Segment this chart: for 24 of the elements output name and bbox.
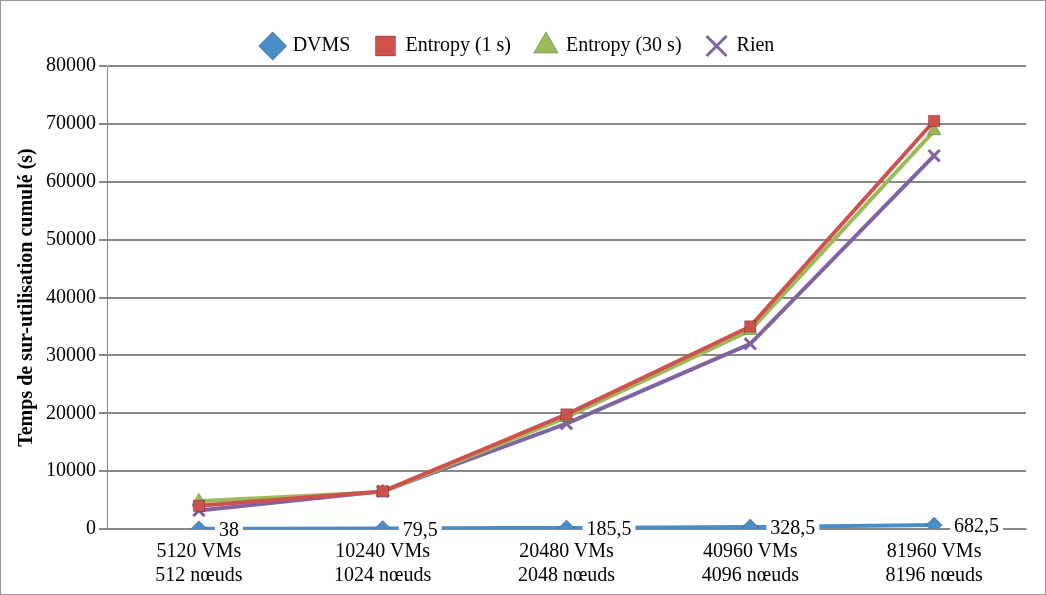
y-tick-label: 60000	[46, 169, 96, 191]
x-tick-label: 5120 VMs 512 nœuds	[155, 539, 243, 586]
y-axis-title: Temps de sur-utilisation cumulé (s)	[14, 148, 38, 447]
data-label: 38	[218, 518, 239, 541]
y-tick-label: 70000	[46, 111, 96, 134]
x-tick-label: 40960 VMs 4096 nœuds	[701, 539, 800, 586]
legend-label: DVMS	[292, 33, 351, 56]
data-label: 185,5	[586, 517, 632, 540]
data-label: 682,5	[954, 514, 1000, 537]
y-tick-label: 80000	[46, 53, 96, 76]
y-tick-label: 0	[86, 516, 96, 539]
legend-label: Entropy (1 s)	[405, 33, 512, 57]
y-tick-label: 10000	[46, 458, 96, 481]
x-tick-label: 10240 VMs 1024 nœuds	[334, 539, 432, 586]
legend-label: Entropy (30 s)	[566, 33, 682, 57]
data-label: 328,5	[770, 516, 816, 539]
y-tick-label: 30000	[46, 342, 96, 365]
y-tick-label: 40000	[46, 284, 96, 307]
x-tick-label: 20480 VMs 2048 nœuds	[517, 539, 616, 586]
data-label: 79,5	[402, 517, 438, 540]
y-tick-label: 20000	[46, 400, 96, 423]
y-tick-label: 50000	[46, 226, 96, 249]
x-tick-label: 81960 VMs 8196 nœuds	[885, 539, 983, 586]
legend-label: Rien	[736, 33, 775, 56]
